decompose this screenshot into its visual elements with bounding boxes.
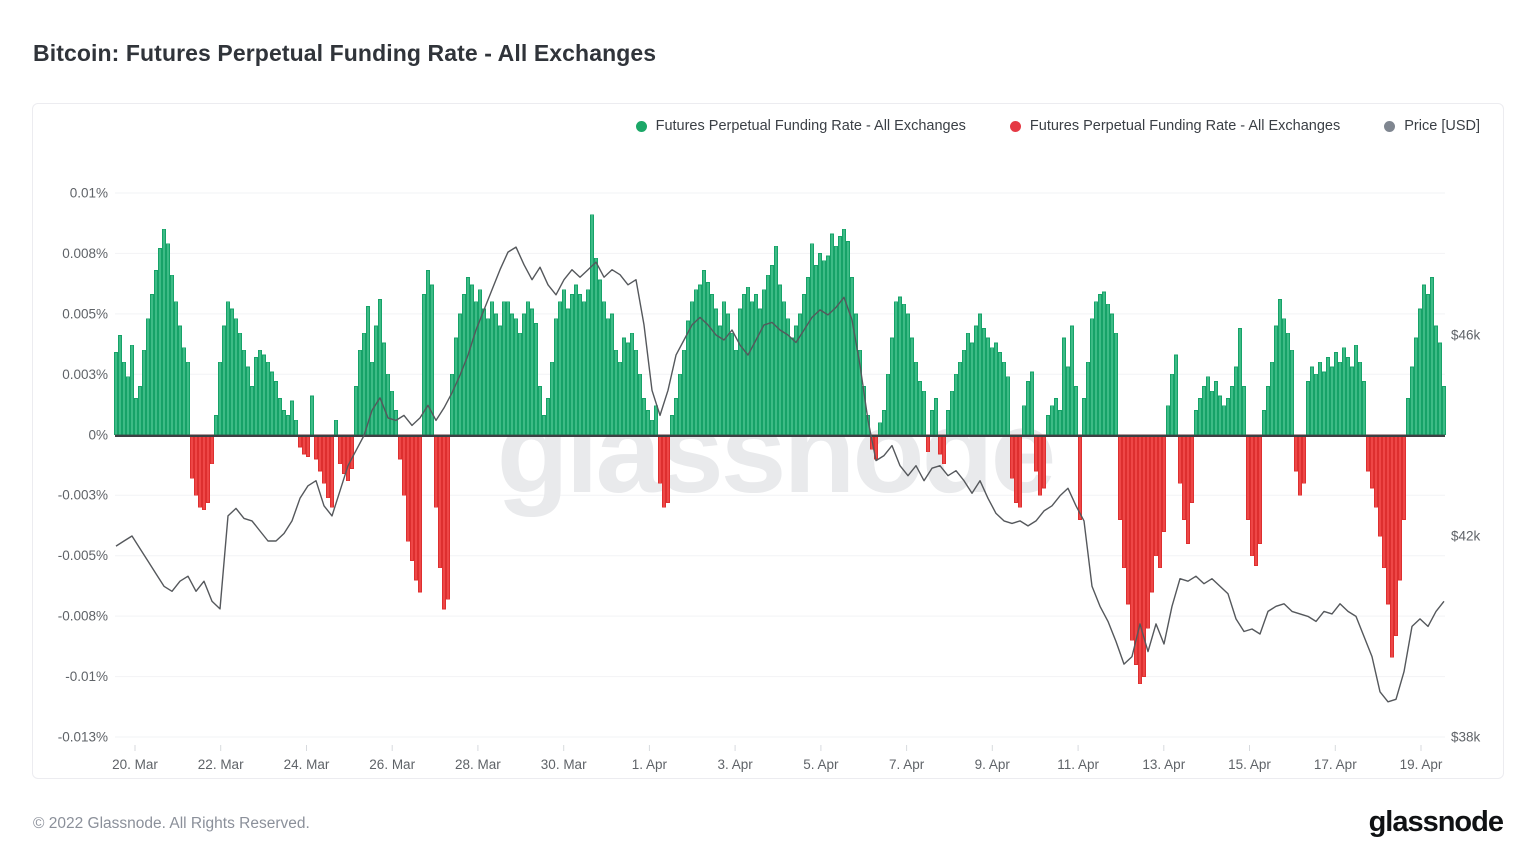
svg-text:0.003%: 0.003% bbox=[62, 367, 108, 382]
funding-rate-bars[interactable] bbox=[114, 214, 1446, 685]
svg-text:28. Mar: 28. Mar bbox=[455, 757, 501, 772]
legend-label: Futures Perpetual Funding Rate - All Exc… bbox=[655, 118, 966, 134]
chart-legend: Futures Perpetual Funding Rate - All Exc… bbox=[635, 118, 1480, 134]
x-tick-marks bbox=[134, 745, 1422, 751]
svg-text:11. Apr: 11. Apr bbox=[1057, 757, 1099, 772]
svg-text:-0.01%: -0.01% bbox=[65, 669, 108, 684]
svg-text:0%: 0% bbox=[88, 427, 108, 442]
legend-label: Price [USD] bbox=[1404, 118, 1480, 134]
svg-text:0.005%: 0.005% bbox=[62, 306, 108, 321]
svg-text:$46k: $46k bbox=[1451, 328, 1481, 343]
legend-item-funding-positive[interactable]: Futures Perpetual Funding Rate - All Exc… bbox=[635, 118, 966, 134]
legend-label: Futures Perpetual Funding Rate - All Exc… bbox=[1029, 118, 1341, 134]
y-axis-right-labels: $46k $42k $38k bbox=[1451, 328, 1481, 745]
svg-text:20. Mar: 20. Mar bbox=[112, 757, 158, 772]
svg-text:-0.005%: -0.005% bbox=[58, 548, 108, 563]
red-dot-icon bbox=[1009, 120, 1021, 132]
svg-text:-0.008%: -0.008% bbox=[58, 609, 108, 624]
y-axis-left-labels: 0.01% 0.008% 0.005% 0.003% 0% -0.003% -0.005% -… bbox=[58, 186, 108, 745]
svg-text:7. Apr: 7. Apr bbox=[889, 757, 925, 772]
svg-text:0.008%: 0.008% bbox=[62, 246, 108, 261]
svg-text:9. Apr: 9. Apr bbox=[975, 757, 1011, 772]
price-line[interactable] bbox=[115, 246, 1445, 703]
svg-text:1. Apr: 1. Apr bbox=[632, 757, 668, 772]
legend-item-price[interactable]: Price [USD] bbox=[1384, 118, 1480, 134]
svg-text:-0.003%: -0.003% bbox=[58, 488, 108, 503]
svg-text:$42k: $42k bbox=[1451, 529, 1481, 544]
svg-text:22. Mar: 22. Mar bbox=[198, 757, 244, 772]
svg-text:5. Apr: 5. Apr bbox=[803, 757, 839, 772]
svg-text:17. Apr: 17. Apr bbox=[1314, 757, 1357, 772]
page-title: Bitcoin: Futures Perpetual Funding Rate … bbox=[33, 40, 657, 66]
svg-text:19. Apr: 19. Apr bbox=[1400, 757, 1443, 772]
svg-text:24. Mar: 24. Mar bbox=[284, 757, 330, 772]
svg-text:15. Apr: 15. Apr bbox=[1228, 757, 1271, 772]
svg-text:26. Mar: 26. Mar bbox=[369, 757, 415, 772]
svg-text:30. Mar: 30. Mar bbox=[541, 757, 587, 772]
svg-text:13. Apr: 13. Apr bbox=[1142, 757, 1185, 772]
svg-text:-0.013%: -0.013% bbox=[58, 730, 108, 745]
legend-item-funding-negative[interactable]: Futures Perpetual Funding Rate - All Exc… bbox=[1009, 118, 1341, 134]
svg-text:$38k: $38k bbox=[1451, 730, 1481, 745]
copyright-text: © 2022 Glassnode. All Rights Reserved. bbox=[33, 815, 310, 832]
green-dot-icon bbox=[635, 120, 647, 132]
x-axis-labels: 20. Mar 22. Mar 24. Mar 26. Mar 28. Mar 30. M… bbox=[112, 757, 1443, 772]
svg-text:0.01%: 0.01% bbox=[70, 186, 108, 201]
svg-text:3. Apr: 3. Apr bbox=[717, 757, 753, 772]
glassnode-logo: glassnode bbox=[1368, 806, 1504, 838]
gray-dot-icon bbox=[1384, 120, 1396, 132]
